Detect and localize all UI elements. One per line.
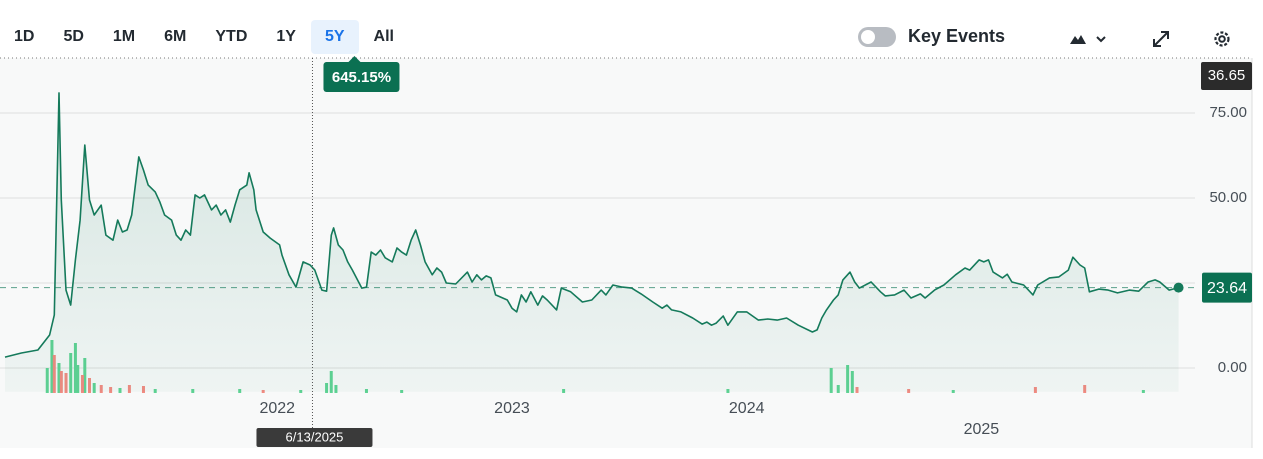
- range-button[interactable]: All: [373, 28, 394, 45]
- key-events[interactable]: Key Events: [858, 26, 1005, 47]
- range-button[interactable]: 5Y: [310, 20, 359, 54]
- range-button[interactable]: YTD: [215, 28, 248, 45]
- range-button[interactable]: 5D: [63, 28, 84, 45]
- crosshair-value-box: [1201, 62, 1252, 90]
- price-line: [4, 92, 1179, 358]
- x-tick-label: 2023: [494, 400, 530, 417]
- range-button[interactable]: 6M: [164, 28, 187, 45]
- change-label: 645.15%: [332, 69, 391, 86]
- x-tick-label: 2025: [964, 421, 1000, 438]
- range-button[interactable]: 1D: [14, 28, 35, 45]
- key-events-label: Key Events: [908, 26, 1006, 46]
- toggle[interactable]: [858, 26, 896, 47]
- price-area: [5, 92, 1179, 392]
- y-tick-label: 50.00: [1209, 189, 1247, 206]
- crosshair-date-box: [256, 428, 373, 447]
- last-price-label: 23.64: [1207, 280, 1247, 297]
- range-button[interactable]: 1Y: [276, 28, 296, 45]
- range-button[interactable]: 1M: [112, 28, 136, 45]
- x-tick-label: 2024: [729, 400, 765, 417]
- y-tick-label: 0.00: [1218, 359, 1247, 376]
- change-box: [323, 62, 400, 92]
- range-toolbar: 1D 5D 1M 6M YTD 1Y 5Y All: [0, 20, 409, 54]
- change-pointer: [348, 56, 361, 62]
- x-tick-label: 2022: [259, 400, 295, 417]
- last-price-box: [1202, 272, 1252, 303]
- y-tick-label: 75.00: [1209, 104, 1247, 121]
- crosshair-value: 36.65: [1208, 67, 1246, 84]
- crosshair-date: 6/13/2025: [286, 429, 344, 444]
- fullscreen-button[interactable]: [1151, 29, 1171, 49]
- chart-type-button[interactable]: [1068, 30, 1110, 48]
- settings-button[interactable]: [1211, 28, 1233, 50]
